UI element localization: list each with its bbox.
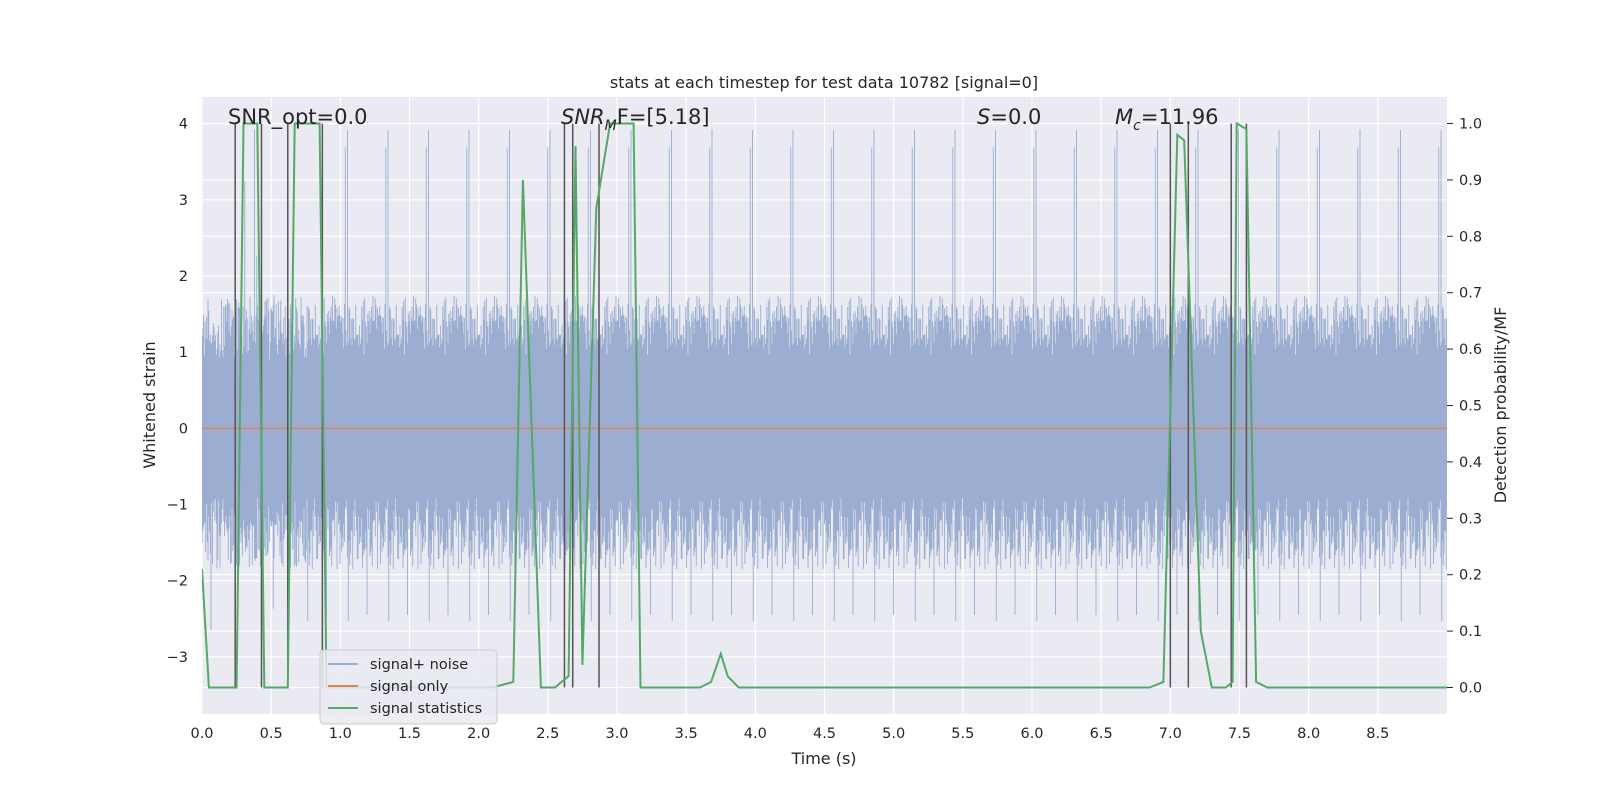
y2-tick-label: 0.7 <box>1459 286 1482 302</box>
y-axis-label: Whitened strain <box>140 341 159 468</box>
y2-tick-label: 0.6 <box>1459 342 1482 358</box>
series-signal-statistics <box>202 121 1447 689</box>
annotation-s-tail: =0.0 <box>990 105 1041 129</box>
annotation-mc-sub: c <box>1133 118 1141 134</box>
x-tick-label: 3.5 <box>675 726 698 742</box>
x-axis-ticks: 0.0 0.5 1.0 1.5 2.0 2.5 3.0 3.5 4.0 4.5 5.0 5.5 6.0 6… <box>190 726 1389 742</box>
annotation-mc-main: M <box>1115 105 1133 129</box>
y2-tick-label: 1.0 <box>1459 117 1482 133</box>
y2-tick-label: 0.3 <box>1459 511 1482 527</box>
y2-tick-label: 0.9 <box>1459 173 1482 189</box>
y-tick-label: 3 <box>179 193 188 209</box>
annotation-snr-mf-tail: F=[5.18] <box>617 105 710 129</box>
annotation-mc-tail: =11.96 <box>1141 105 1219 129</box>
stats-line <box>202 121 1447 689</box>
y2-tick-label: 0.1 <box>1459 624 1482 640</box>
x-tick-label: 0.5 <box>260 726 283 742</box>
y2-tick-label: 0.5 <box>1459 399 1482 415</box>
legend-entry-signal: signal only <box>370 679 449 695</box>
plot-content <box>202 121 1447 689</box>
annotation-s: S=0.0 <box>977 105 1041 129</box>
annotation-s-main: S <box>977 105 990 129</box>
x-tick-label: 6.0 <box>1020 726 1043 742</box>
y-tick-label: 4 <box>179 117 188 133</box>
y-tick-label: −1 <box>167 498 188 514</box>
legend-entry-noise: signal+ noise <box>370 657 468 673</box>
x-tick-label: 4.5 <box>813 726 836 742</box>
legend-entry-stats: signal statistics <box>370 701 482 717</box>
x-tick-label: 3.0 <box>605 726 628 742</box>
x-tick-label: 8.0 <box>1297 726 1320 742</box>
annotation-snr-mf: SNRMF=[5.18] <box>561 105 710 134</box>
annotation-mc: Mc=11.96 <box>1115 105 1219 134</box>
x-tick-label: 4.0 <box>744 726 767 742</box>
y-tick-label: −3 <box>167 650 188 666</box>
y-tick-label: 0 <box>179 421 188 437</box>
legend: signal+ noise signal only signal statist… <box>319 649 498 725</box>
y2-axis-ticks: 1.0 0.9 0.8 0.7 0.6 0.5 0.4 0.3 0.2 0.1 0.0 <box>1447 117 1482 696</box>
x-axis-label: Time (s) <box>790 749 856 768</box>
annotation-snr-mf-main: SNR <box>561 105 605 129</box>
x-tick-label: 0.0 <box>190 726 213 742</box>
x-tick-label: 1.5 <box>398 726 421 742</box>
y-tick-label: 2 <box>179 269 188 285</box>
x-tick-label: 6.5 <box>1090 726 1113 742</box>
x-tick-label: 5.5 <box>951 726 974 742</box>
y2-tick-label: 0.2 <box>1459 568 1482 584</box>
x-tick-label: 1.0 <box>329 726 352 742</box>
y2-axis-label: Detection probability/MF <box>1491 307 1510 504</box>
y-tick-label: 1 <box>179 345 188 361</box>
x-tick-label: 7.0 <box>1159 726 1182 742</box>
annotation-snr-mf-sub: M <box>605 118 617 134</box>
annotation-snr-opt: SNR_opt=0.0 <box>228 105 368 130</box>
x-tick-label: 8.5 <box>1366 726 1389 742</box>
legend-box <box>319 649 498 725</box>
y2-tick-label: 0.4 <box>1459 455 1482 471</box>
y2-tick-label: 0.8 <box>1459 229 1482 245</box>
y-tick-label: −2 <box>167 574 188 590</box>
x-tick-label: 2.5 <box>536 726 559 742</box>
y-axis-ticks: 4 3 2 1 0 −1 −2 −3 <box>167 117 188 666</box>
chart-title: stats at each timestep for test data 107… <box>610 73 1038 92</box>
x-tick-label: 5.0 <box>882 726 905 742</box>
x-tick-label: 2.0 <box>467 726 490 742</box>
x-tick-label: 7.5 <box>1228 726 1251 742</box>
y2-tick-label: 0.0 <box>1459 680 1482 696</box>
